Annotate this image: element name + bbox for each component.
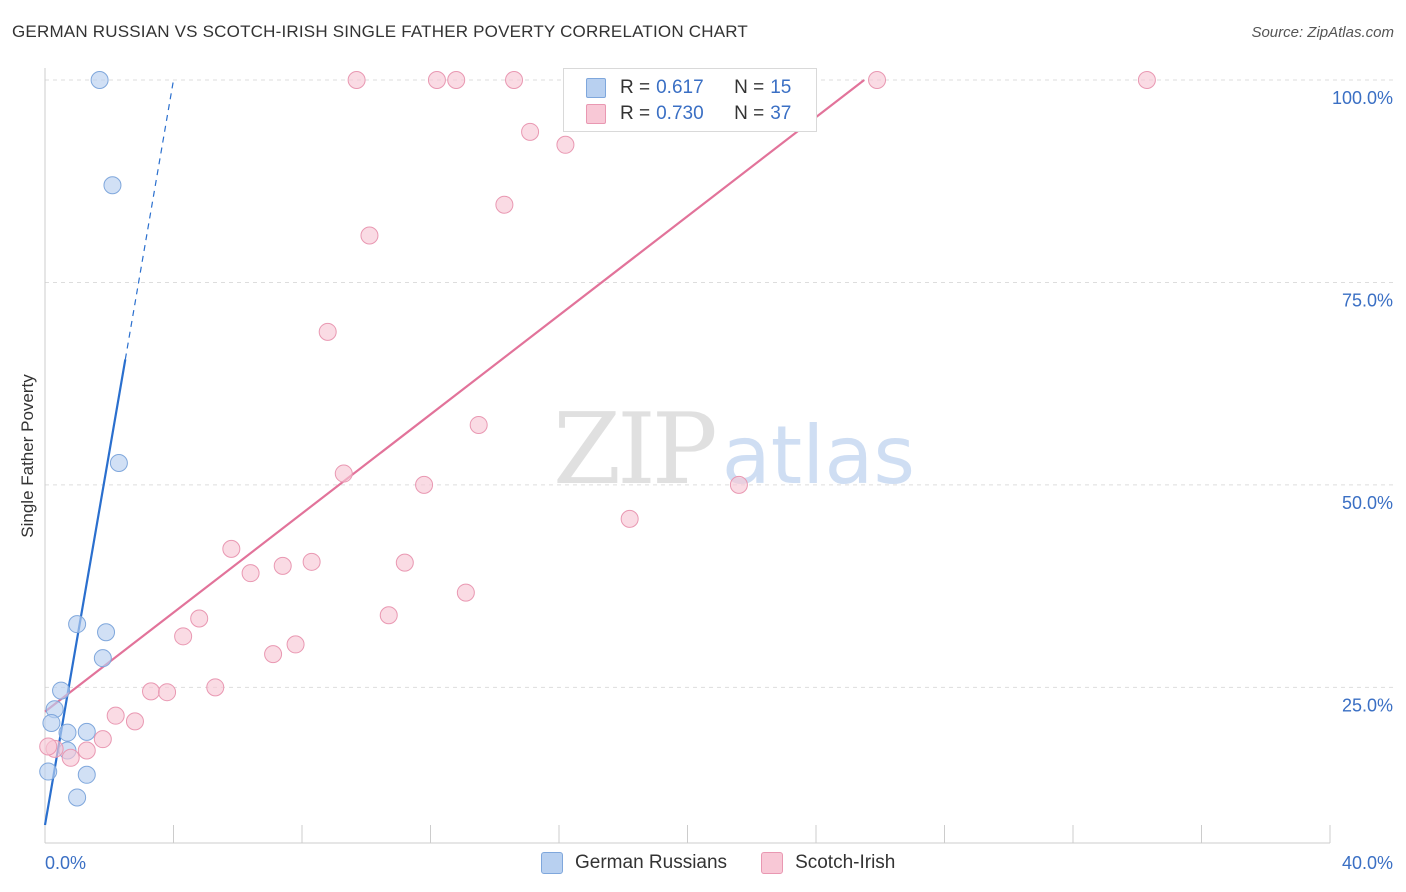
german-russians-point xyxy=(42,713,61,732)
scotch-irish-point xyxy=(77,741,96,760)
legend-item-scotch-irish[interactable]: Scotch-Irish xyxy=(761,852,895,874)
german-russians-point xyxy=(90,71,109,89)
r-value: 0.617 xyxy=(656,77,704,98)
blue-swatch-icon xyxy=(541,852,563,874)
scotch-irish-point xyxy=(264,645,283,664)
series-legend: German Russians Scotch-Irish xyxy=(541,852,929,874)
pink-swatch-icon xyxy=(761,852,784,874)
y-tick-label: 100.0% xyxy=(1332,88,1393,108)
scotch-irish-point xyxy=(158,683,177,702)
chart-title: GERMAN RUSSIAN VS SCOTCH-IRISH SINGLE FA… xyxy=(12,22,748,41)
german-russians-point xyxy=(58,723,77,742)
stats-row-scotch-irish: R = 0.730 N = 37 xyxy=(586,102,791,126)
watermark-atlas: atlas xyxy=(721,409,916,502)
scotch-irish-point xyxy=(61,748,80,767)
n-label: N = xyxy=(734,77,765,98)
scotch-irish-point xyxy=(868,71,887,89)
scotch-irish-trendline xyxy=(44,79,865,713)
scotch-irish-point xyxy=(495,195,514,214)
scotch-irish-point xyxy=(241,564,260,583)
legend-item-german-russians[interactable]: German Russians xyxy=(541,852,727,874)
source-label: Source: ZipAtlas.com xyxy=(1251,24,1394,41)
scotch-irish-point xyxy=(415,475,434,494)
german-russians-point xyxy=(103,176,122,195)
y-tick-label: 75.0% xyxy=(1342,290,1393,310)
points-layer xyxy=(39,71,1156,807)
scotch-irish-point xyxy=(347,71,366,89)
blue-swatch-icon xyxy=(586,78,606,98)
scotch-irish-point xyxy=(106,706,125,725)
stats-legend: R = 0.617 N = 15 R = 0.730 N = 37 xyxy=(563,68,817,132)
german-russians-point xyxy=(93,649,112,668)
german-russians-point xyxy=(68,788,87,807)
label-layer: 25.0% 50.0% 75.0% 100.0% 0.0% 40.0% xyxy=(45,88,1393,873)
german-russians-point xyxy=(68,615,87,634)
german-russians-point xyxy=(77,722,96,741)
pink-swatch-icon xyxy=(586,104,606,124)
german-russians-point xyxy=(52,681,71,700)
scotch-irish-point xyxy=(1137,71,1156,89)
scotch-irish-point xyxy=(456,583,475,602)
scotch-irish-point xyxy=(427,71,446,89)
german-russians-trendline-extension xyxy=(124,79,175,360)
scotch-irish-point xyxy=(729,475,748,494)
scotch-irish-point xyxy=(505,71,524,89)
scotch-irish-point xyxy=(174,627,193,646)
scotch-irish-point xyxy=(379,606,398,625)
scotch-irish-point xyxy=(222,539,241,558)
legend-label: Scotch-Irish xyxy=(795,852,896,873)
x-tick-label: 40.0% xyxy=(1342,853,1393,873)
n-label: N = xyxy=(734,103,765,124)
scotch-irish-point xyxy=(286,635,305,654)
german-russians-point xyxy=(109,454,128,473)
scotch-irish-point xyxy=(620,509,639,528)
scotch-irish-point xyxy=(334,464,353,483)
r-value: 0.730 xyxy=(656,103,704,124)
scotch-irish-point xyxy=(447,71,466,89)
scotch-irish-point xyxy=(556,135,575,154)
german-russians-point xyxy=(39,762,58,781)
y-tick-label: 50.0% xyxy=(1342,493,1393,513)
grid-layer xyxy=(45,79,1395,688)
scotch-irish-point xyxy=(142,682,161,701)
scotch-irish-point xyxy=(302,552,321,571)
scotch-irish-point xyxy=(273,556,292,575)
scotch-irish-point xyxy=(469,415,488,434)
r-label: R = xyxy=(620,103,651,124)
scotch-irish-point xyxy=(360,226,379,245)
n-value: 15 xyxy=(770,77,792,98)
n-value: 37 xyxy=(770,103,792,124)
x-tick-label: 0.0% xyxy=(45,853,86,873)
german-russians-point xyxy=(97,623,116,642)
watermark-zip: ZIP xyxy=(553,393,718,507)
scotch-irish-point xyxy=(190,609,209,628)
scotch-irish-point xyxy=(125,712,144,731)
scotch-irish-point xyxy=(93,730,112,749)
scotch-irish-point xyxy=(521,122,540,141)
scotch-irish-point xyxy=(39,737,58,756)
scotch-irish-point xyxy=(395,553,414,572)
scotch-irish-point xyxy=(206,678,225,697)
german-russians-point xyxy=(77,765,96,784)
y-axis-title: Single Father Poverty xyxy=(18,374,37,538)
r-label: R = xyxy=(620,77,651,98)
scotch-irish-point xyxy=(318,322,337,341)
watermark: ZIP atlas xyxy=(553,400,915,499)
stats-row-german-russians: R = 0.617 N = 15 xyxy=(586,76,791,100)
axis-layer xyxy=(44,68,1331,844)
trend-layer xyxy=(43,79,865,826)
y-tick-label: 25.0% xyxy=(1342,695,1393,715)
legend-label: German Russians xyxy=(575,852,728,873)
